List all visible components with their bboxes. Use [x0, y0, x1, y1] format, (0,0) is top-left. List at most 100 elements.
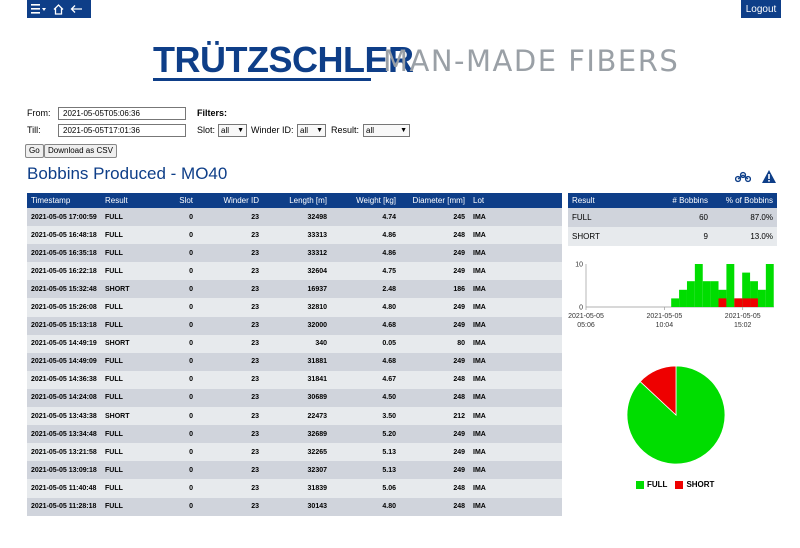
table-cell: 2021-05-05 11:40:48 — [27, 479, 101, 498]
table-row[interactable]: 2021-05-05 14:49:19 SHORT 0 23 340 0.05 80 IMA — [27, 334, 562, 353]
table-row[interactable]: 2021-05-05 15:26:08 FULL 0 23 32810 4.80 249 IM… — [27, 298, 562, 317]
table-cell: FULL — [101, 443, 157, 462]
histogram-bar-full — [726, 264, 735, 307]
table-cell: FULL — [101, 298, 157, 317]
table-cell: 32689 — [263, 425, 331, 444]
table-row[interactable]: 2021-05-05 11:40:48 FULL 0 23 31839 5.06 248 IM… — [27, 479, 562, 498]
column-header[interactable]: Timestamp — [27, 193, 101, 208]
download-csv-button[interactable]: Download as CSV — [44, 144, 117, 158]
column-header: % of Bobbins — [712, 193, 777, 208]
table-row[interactable]: 2021-05-05 14:24:08 FULL 0 23 30689 4.50 248 IM… — [27, 388, 562, 408]
from-label: From: — [27, 108, 51, 118]
table-cell: 0 — [157, 497, 197, 516]
table-cell: 340 — [263, 334, 331, 353]
table-row[interactable]: 2021-05-05 13:34:48 FULL 0 23 32689 5.20 249 IM… — [27, 425, 562, 444]
table-row[interactable]: 2021-05-05 17:00:59 FULL 0 23 32498 4.74 245 IM… — [27, 208, 562, 227]
slot-select[interactable]: all ▼ — [218, 124, 247, 137]
till-input[interactable]: 2021-05-05T17:01:36 — [58, 124, 186, 137]
column-header[interactable]: Result — [101, 193, 157, 208]
table-cell: 33313 — [263, 226, 331, 245]
column-header[interactable]: Length [m] — [263, 193, 331, 208]
histogram-bar-full — [679, 289, 687, 307]
table-row[interactable]: 2021-05-05 16:48:18 FULL 0 23 33313 4.86 248 IM… — [27, 226, 562, 245]
table-row[interactable]: 2021-05-05 16:22:18 FULL 0 23 32604 4.75 249 IM… — [27, 262, 562, 281]
production-histogram: 0 10 2021-05-05 05:06 2021-05-05 10:04 2021-05… — [568, 262, 774, 329]
table-cell: 0 — [157, 262, 197, 281]
table-row[interactable]: 2021-05-05 14:36:38 FULL 0 23 31841 4.67 248 IM… — [27, 370, 562, 389]
table-cell: 4.86 — [331, 226, 400, 245]
table-cell: 248 — [400, 370, 469, 389]
table-cell: 23 — [197, 425, 263, 444]
table-cell: IMA — [469, 407, 562, 426]
winder-id-select-value: all — [300, 126, 309, 135]
table-cell: IMA — [469, 262, 562, 281]
share-nodes-icon[interactable] — [734, 170, 752, 188]
summary-table: Result # Bobbins % of Bobbins FULL 60 87… — [568, 193, 777, 246]
table-cell: IMA — [469, 334, 562, 353]
table-cell: 32265 — [263, 443, 331, 462]
summary-row: FULL 60 87.0% — [568, 208, 777, 227]
table-cell: 5.13 — [331, 443, 400, 462]
histogram-bar-short — [750, 298, 758, 307]
column-header[interactable]: Weight [kg] — [331, 193, 400, 208]
table-row[interactable]: 2021-05-05 15:13:18 FULL 0 23 32000 4.68 249 IM… — [27, 316, 562, 335]
table-row[interactable]: 2021-05-05 14:49:09 FULL 0 23 31881 4.68 249 IM… — [27, 352, 562, 371]
logout-button[interactable]: Logout — [741, 0, 781, 18]
table-cell: 16937 — [263, 280, 331, 299]
table-cell: 23 — [197, 388, 263, 408]
chevron-down-icon: ▼ — [237, 127, 244, 134]
table-cell: 2021-05-05 11:28:18 — [27, 497, 101, 516]
table-cell: FULL — [101, 226, 157, 245]
table-cell: FULL — [101, 244, 157, 263]
home-icon[interactable] — [53, 3, 64, 15]
from-input[interactable]: 2021-05-05T05:06:36 — [58, 107, 186, 120]
histogram-bar-short — [734, 298, 743, 307]
table-cell: IMA — [469, 352, 562, 371]
column-header[interactable]: Slot — [157, 193, 197, 208]
table-cell: 4.80 — [331, 298, 400, 317]
table-cell: 23 — [197, 226, 263, 245]
table-cell: 2021-05-05 16:35:18 — [27, 244, 101, 263]
nav-buttons — [27, 0, 91, 18]
x-tick-label-date: 2021-05-05 — [646, 313, 682, 320]
result-select[interactable]: all ▼ — [363, 124, 410, 137]
winder-id-select[interactable]: all ▼ — [297, 124, 326, 137]
table-row[interactable]: 2021-05-05 13:43:38 SHORT 0 23 22473 3.50 212 I… — [27, 407, 562, 426]
legend-item-full: FULL — [636, 480, 667, 489]
column-header[interactable]: Lot — [469, 193, 562, 208]
y-tick-label: 0 — [579, 305, 583, 312]
back-arrow-icon[interactable] — [70, 4, 83, 14]
table-cell: 23 — [197, 298, 263, 317]
table-cell: 23 — [197, 280, 263, 299]
chevron-down-icon: ▼ — [400, 127, 407, 134]
table-cell: 248 — [400, 388, 469, 408]
column-header[interactable]: Diameter [mm] — [400, 193, 469, 208]
menu-icon[interactable] — [31, 3, 47, 15]
table-row[interactable]: 2021-05-05 11:28:18 FULL 0 23 30143 4.80 248 IM… — [27, 497, 562, 516]
table-cell: IMA — [469, 425, 562, 444]
table-cell: IMA — [469, 316, 562, 335]
table-cell: 4.80 — [331, 497, 400, 516]
table-row[interactable]: 2021-05-05 15:32:48 SHORT 0 23 16937 2.48 186 I… — [27, 280, 562, 299]
table-cell: 0 — [157, 226, 197, 245]
table-cell: 0 — [157, 352, 197, 371]
table-cell: 30143 — [263, 497, 331, 516]
table-row[interactable]: 2021-05-05 16:35:18 FULL 0 23 33312 4.86 249 IM… — [27, 244, 562, 263]
go-button[interactable]: Go — [25, 144, 44, 158]
chevron-down-icon: ▼ — [316, 127, 323, 134]
x-tick-label-time: 05:06 — [577, 322, 595, 329]
table-cell: 31881 — [263, 352, 331, 371]
warning-icon[interactable] — [761, 169, 777, 189]
table-cell: 23 — [197, 370, 263, 389]
slot-select-value: all — [221, 126, 230, 135]
table-cell: 2021-05-05 13:43:38 — [27, 407, 101, 426]
table-row[interactable]: 2021-05-05 13:21:58 FULL 0 23 32265 5.13 249 IM… — [27, 443, 562, 462]
histogram-bar-full — [686, 281, 695, 307]
histogram-bar-full — [742, 272, 751, 307]
column-header: Result — [568, 193, 626, 208]
table-cell: 0 — [157, 370, 197, 389]
column-header[interactable]: Winder ID — [197, 193, 263, 208]
table-row[interactable]: 2021-05-05 13:09:18 FULL 0 23 32307 5.13 249 IM… — [27, 461, 562, 480]
table-cell: 4.75 — [331, 262, 400, 281]
table-cell: 0.05 — [331, 334, 400, 353]
